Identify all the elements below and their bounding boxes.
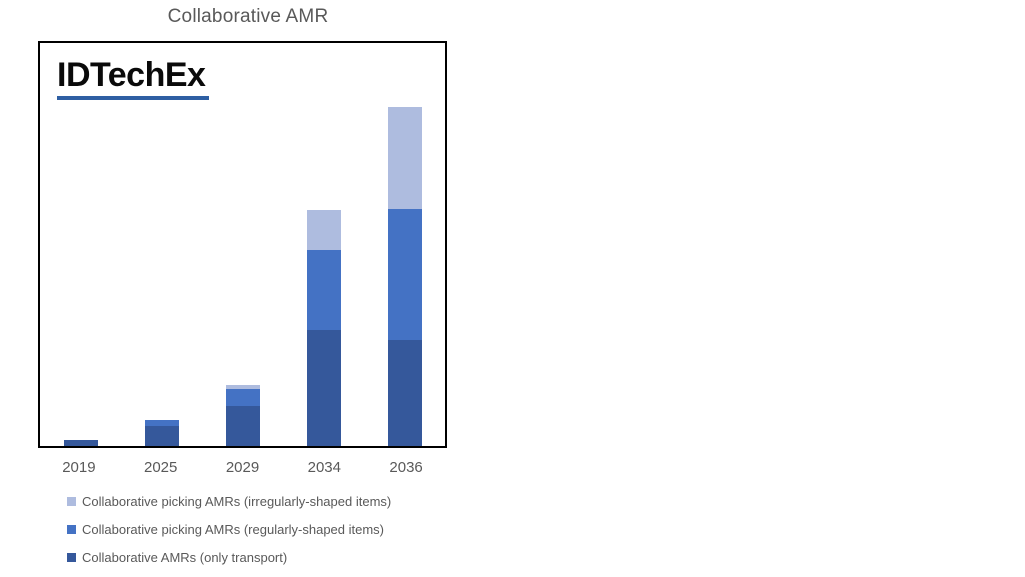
legend-swatch-icon <box>67 552 76 562</box>
bar-segment <box>225 385 260 389</box>
legend-label: Collaborative AMRs (only transport) <box>82 549 288 565</box>
x-axis-labels: 2019 2025 2029 2034 2036 <box>38 459 447 479</box>
legend-item: Collaborative picking AMRs (regularly-sh… <box>67 521 391 537</box>
legend-item: Collaborative AMRs (only transport) <box>67 549 391 565</box>
idtechex-logo-underline <box>57 96 209 101</box>
x-axis-label: 2034 <box>307 459 341 476</box>
bar-stack-2025 <box>144 420 179 446</box>
bar-stack-2036 <box>387 107 422 446</box>
x-axis-label: 2025 <box>144 459 178 476</box>
bar-stack-2029 <box>225 385 260 446</box>
bar-segment <box>306 330 341 446</box>
bar-stack-2019 <box>63 440 98 446</box>
legend-label: Collaborative picking AMRs (regularly-sh… <box>82 521 385 537</box>
chart-legend: Collaborative picking AMRs (irregularly-… <box>67 493 391 577</box>
bar-segment <box>225 406 260 446</box>
x-axis-label: 2019 <box>62 459 96 476</box>
stacked-bar-plot <box>40 43 445 446</box>
legend-swatch-icon <box>67 496 76 506</box>
bar-segment <box>63 440 98 446</box>
bar-segment <box>306 250 341 330</box>
chart-title: Collaborative AMR <box>167 6 329 27</box>
idtechex-logo: IDTechEx <box>57 56 209 101</box>
idtechex-logo-text: IDTechEx <box>57 56 206 94</box>
bar-segment <box>387 107 422 209</box>
bar-segment <box>225 389 260 406</box>
legend-label: Collaborative picking AMRs (irregularly-… <box>82 493 392 509</box>
bar-segment <box>306 210 341 250</box>
legend-swatch-icon <box>67 524 76 534</box>
legend-item: Collaborative picking AMRs (irregularly-… <box>67 493 391 509</box>
chart-plot-area: IDTechEx <box>38 41 447 448</box>
x-axis-label: 2036 <box>389 459 423 476</box>
bar-segment <box>387 209 422 340</box>
bar-segment <box>144 420 179 426</box>
x-axis-label: 2029 <box>225 459 260 476</box>
bar-segment <box>144 426 179 446</box>
bar-stack-2034 <box>306 210 341 446</box>
bar-segment <box>387 340 422 446</box>
